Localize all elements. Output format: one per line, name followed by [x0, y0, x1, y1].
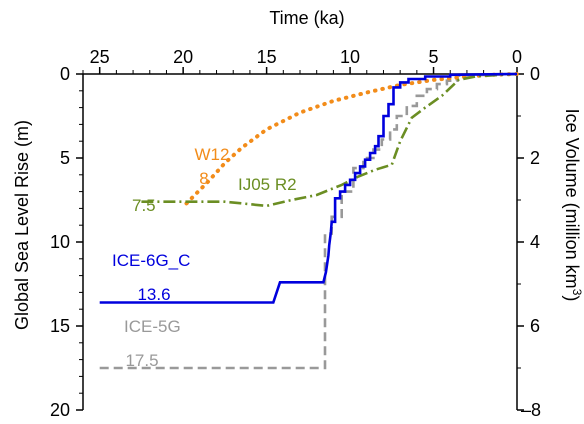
x-tick-label: 20: [173, 47, 193, 67]
x-axis-title: Time (ka): [269, 8, 344, 28]
ice5g-value-label: 17.5: [125, 351, 158, 370]
y-axis-title: Global Sea Level Rise (m): [12, 120, 32, 330]
x-tick-label: 0: [512, 47, 522, 67]
y-tick-label: 5: [60, 148, 70, 168]
y2-axis-title-end: ): [562, 295, 582, 301]
w12-name-label: W12: [195, 145, 230, 164]
series-line-ice-6g-c: [99, 72, 518, 304]
x-tick-label: 10: [340, 47, 360, 67]
y2-axis-title-main: Ice Volume (million km: [562, 109, 582, 289]
y-tick-label: 0: [60, 64, 70, 84]
y2-tick-label: 0: [530, 64, 540, 84]
y2-tick-label-last: –8: [521, 400, 541, 420]
y2-tick-label: 6: [530, 316, 540, 336]
series-line-w12: [184, 72, 519, 206]
series-line-ij05-r2: [141, 72, 518, 208]
ij05-value-label: 7.5: [132, 196, 156, 215]
x-tick-label: 15: [257, 47, 277, 67]
y2-axis-title: Ice Volume (million km3): [562, 109, 584, 302]
y2-axis-title-superscript: 3: [570, 289, 584, 296]
ice5g-name-label: ICE-5G: [124, 317, 181, 336]
ij05-name-label: IJ05 R2: [238, 175, 297, 194]
y-tick-label: 15: [50, 316, 70, 336]
y2-tick-label: 4: [530, 232, 540, 252]
series-labels: W12 8 IJ05 R2 7.5 ICE-6G_C 13.6 ICE-5G 1…: [112, 145, 297, 370]
x-tick-label: 25: [90, 47, 110, 67]
y-tick-label: 10: [50, 232, 70, 252]
w12-value-label: 8: [199, 169, 208, 188]
ice6g-name-label: ICE-6G_C: [112, 251, 190, 270]
y-tick-label: 20: [50, 400, 70, 420]
series-layer: [99, 72, 519, 370]
x-tick-label: 5: [429, 47, 439, 67]
series-line-ice-5g: [99, 72, 518, 370]
ice6g-value-label: 13.6: [137, 285, 170, 304]
y2-tick-label: 2: [530, 148, 540, 168]
